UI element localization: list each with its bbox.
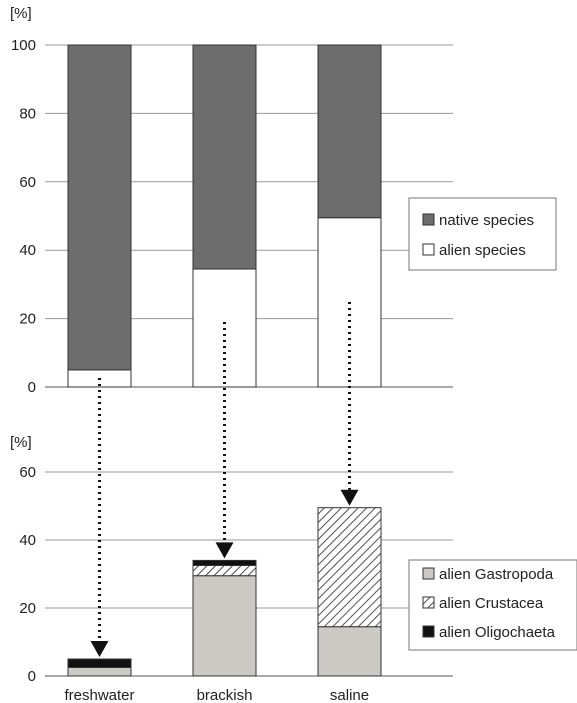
bottom-bar-brackish-alien-Gastropoda [192,575,257,677]
bottom-bar-brackish-alien-Crustacea [192,565,257,577]
bottom-category-labels: freshwater brackish saline [64,687,369,703]
bottom-bar-freshwater-alien-Oligochaeta [67,658,132,668]
bottom-legend: alien Gastropoda alien Crustacea alien Oli… [408,559,577,651]
arrow-head [215,542,234,559]
top-y-tick-label: 60 [19,174,36,191]
bottom-y-tick-label: 20 [19,600,36,617]
bottom-bar-saline-alien-Gastropoda [317,626,382,677]
top-bar-saline-native-species [317,44,382,219]
top-bar-freshwater-native-species [67,44,132,371]
top-y-tick-label: 40 [19,242,36,259]
top-legend: native species alien species [408,197,557,271]
top-bar-brackish-native-species [192,44,257,270]
top-y-tick-label: 0 [28,379,36,396]
bottom-legend-swatch [422,567,435,580]
bottom-category-label: saline [330,687,369,703]
bottom-unit-label: [%] [10,434,32,451]
bottom-y-tick-label: 0 [28,668,36,685]
top-legend-swatch [422,213,435,226]
bottom-y-tick-label: 60 [19,464,36,481]
bottom-bars [67,507,382,677]
top-legend-swatch [422,243,435,256]
bottom-category-label: freshwater [64,687,134,703]
top-unit-label: [%] [10,5,32,22]
bottom-category-label: brackish [197,687,253,703]
top-bars [67,44,382,388]
bottom-ticks: 0 20 40 60 [19,464,36,685]
bottom-legend-label: alien Crustacea [439,595,544,612]
bottom-bar-brackish-alien-Oligochaeta [192,559,257,567]
top-y-tick-label: 80 [19,105,36,122]
top-y-tick-label: 20 [19,311,36,328]
top-chart: 0 20 40 60 80 100 [%] native species alien spe… [10,5,557,396]
bottom-legend-box [408,559,577,651]
bottom-legend-swatch [422,625,435,638]
bottom-legend-swatch [422,596,435,609]
bottom-y-tick-label: 40 [19,532,36,549]
bottom-legend-label: alien Gastropoda [439,566,554,583]
top-legend-box [408,197,557,271]
top-y-tick-label: 100 [11,37,36,54]
bottom-chart: 0 20 40 60 freshwater brackish saline [%] ali… [10,434,577,703]
dotted-arrows [90,302,359,657]
top-legend-label: alien species [439,242,526,259]
bottom-legend-label: alien Oligochaeta [439,624,556,641]
arrow-head [340,489,359,506]
bottom-bar-saline-alien-Crustacea [317,507,382,628]
arrow-head [90,641,109,657]
bottom-bar-freshwater-alien-Gastropoda [67,667,132,677]
top-legend-label: native species [439,212,534,229]
top-ticks: 0 20 40 60 80 100 [11,37,36,396]
